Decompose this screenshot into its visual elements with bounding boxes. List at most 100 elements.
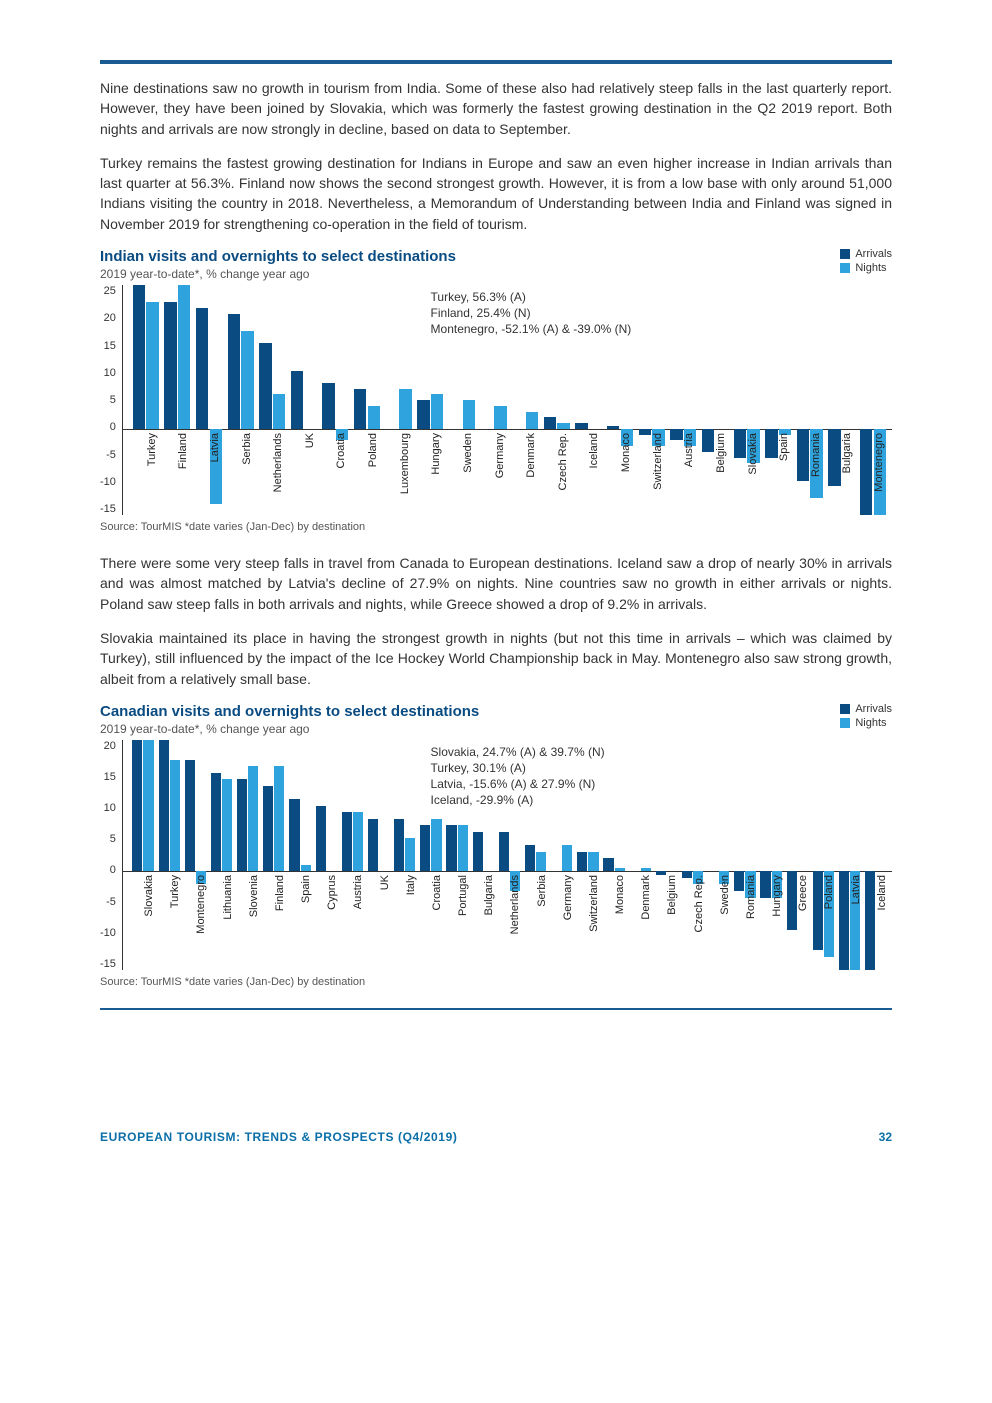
category-label: Monaco xyxy=(614,875,626,914)
y-tick: 15 xyxy=(104,771,116,783)
page-footer: EUROPEAN TOURISM: TRENDS & PROSPECTS (Q4… xyxy=(0,1130,992,1144)
category-label: Latvia xyxy=(209,433,221,462)
category-label: Spain xyxy=(300,875,312,903)
category-label: Slovenia xyxy=(248,875,260,917)
chart1-source: Source: TourMIS *date varies (Jan-Dec) b… xyxy=(100,521,892,533)
category-label: Serbia xyxy=(536,875,548,907)
nights-bar xyxy=(615,868,625,871)
paragraph-3: There were some very steep falls in trav… xyxy=(100,553,892,614)
category-label: Luxembourg xyxy=(399,433,411,494)
nights-bar xyxy=(526,412,538,429)
chart1-subtitle: 2019 year-to-date*, % change year ago xyxy=(100,267,456,281)
nights-bar xyxy=(241,331,253,429)
category-label: Iceland xyxy=(876,875,888,910)
nights-bar xyxy=(274,766,284,871)
bar-group: Spain xyxy=(763,285,793,515)
arrivals-bar xyxy=(828,429,840,487)
y-tick: -15 xyxy=(100,958,116,970)
bar-group: Latvia xyxy=(194,285,224,515)
footer-rule xyxy=(100,1008,892,1010)
bar-group: UK xyxy=(289,285,319,515)
nights-bar xyxy=(146,302,158,429)
arrivals-bar xyxy=(316,806,326,872)
arrivals-bar xyxy=(544,417,556,429)
nights-bar xyxy=(178,285,190,429)
category-label: Netherlands xyxy=(509,875,521,934)
category-label: Sweden xyxy=(719,875,731,915)
category-label: Hungary xyxy=(430,433,442,475)
bar-group: Netherlands xyxy=(257,285,287,515)
nights-bar xyxy=(557,423,569,429)
arrivals-bar xyxy=(734,429,746,458)
nights-bar xyxy=(170,760,180,872)
bar-group: Belgium xyxy=(700,285,730,515)
arrivals-bar xyxy=(291,371,303,429)
legend-swatch-nights xyxy=(840,718,850,728)
arrivals-bar xyxy=(702,429,714,452)
bar-group: Denmark xyxy=(510,285,540,515)
arrivals-bar xyxy=(670,429,682,441)
arrivals-bar xyxy=(575,423,587,429)
nights-bar xyxy=(143,740,153,871)
category-label: Romania xyxy=(745,875,757,919)
category-label: Switzerland xyxy=(588,875,600,932)
category-label: Belgium xyxy=(666,875,678,915)
arrivals-bar xyxy=(132,740,142,871)
y-tick: 10 xyxy=(104,802,116,814)
arrivals-bar xyxy=(420,825,430,871)
category-label: Slovakia xyxy=(143,875,155,917)
category-label: Spain xyxy=(778,433,790,461)
category-label: Sweden xyxy=(462,433,474,473)
bar-group: Luxembourg xyxy=(384,285,414,515)
bar-group: Hungary xyxy=(416,285,446,515)
arrivals-bar xyxy=(368,819,378,872)
y-tick: 25 xyxy=(104,285,116,297)
category-label: Monaco xyxy=(620,433,632,472)
arrivals-bar xyxy=(259,343,271,429)
bar-group: Monaco xyxy=(605,285,635,515)
nights-bar xyxy=(248,766,258,871)
bar-group: Austria xyxy=(669,285,699,515)
y-tick: 5 xyxy=(110,394,116,406)
nights-bar xyxy=(562,845,572,871)
category-label: Poland xyxy=(823,875,835,909)
category-label: Finland xyxy=(274,875,286,911)
nights-bar xyxy=(463,400,475,429)
bar-group: Turkey xyxy=(131,285,161,515)
chart1-legend: Arrivals Nights xyxy=(840,248,892,276)
nights-bar xyxy=(353,812,363,871)
bar-group: Sweden xyxy=(707,740,731,970)
chart2-bars: SlovakiaTurkeyMontenegroLithuaniaSloveni… xyxy=(131,740,888,970)
arrivals-bar xyxy=(237,779,247,871)
category-label: UK xyxy=(379,875,391,890)
category-label: Montenegro xyxy=(873,433,885,492)
arrivals-bar xyxy=(682,871,692,878)
arrivals-bar xyxy=(865,871,875,970)
category-label: Portugal xyxy=(457,875,469,916)
category-label: Romania xyxy=(810,433,822,477)
legend-label-arrivals: Arrivals xyxy=(855,703,892,715)
y-tick: 20 xyxy=(104,312,116,324)
y-tick: -10 xyxy=(100,927,116,939)
category-label: Denmark xyxy=(525,433,537,478)
chart-indian-visits: Indian visits and overnights to select d… xyxy=(100,248,892,533)
bar-group: Croatia xyxy=(321,285,351,515)
page-content: Nine destinations saw no growth in touri… xyxy=(0,60,992,988)
bar-group: Serbia xyxy=(523,740,547,970)
bar-group: Slovenia xyxy=(236,740,260,970)
y-tick: 20 xyxy=(104,740,116,752)
bar-group: Czech Rep. xyxy=(681,740,705,970)
y-tick: -15 xyxy=(100,503,116,515)
chart2-y-axis: 20151050-5-10-15 xyxy=(100,740,122,970)
chart2-source: Source: TourMIS *date varies (Jan-Dec) b… xyxy=(100,976,892,988)
category-label: Slovakia xyxy=(747,433,759,475)
nights-bar xyxy=(641,868,651,871)
bar-group: Czech Rep. xyxy=(542,285,572,515)
y-tick: 10 xyxy=(104,367,116,379)
category-label: Austria xyxy=(352,875,364,909)
bar-group: Switzerland xyxy=(576,740,600,970)
arrivals-bar xyxy=(185,760,195,872)
category-label: Turkey xyxy=(169,875,181,908)
chart1-bars: TurkeyFinlandLatviaSerbiaNetherlandsUKCr… xyxy=(131,285,888,515)
category-label: Serbia xyxy=(241,433,253,465)
